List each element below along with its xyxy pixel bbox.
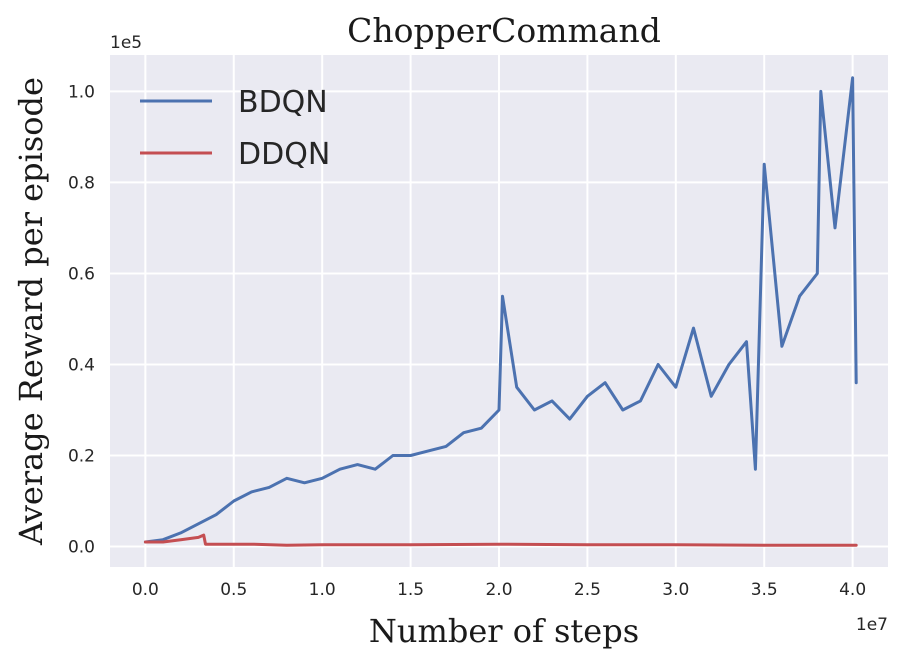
x-tick-label: 0.0 — [132, 580, 159, 600]
x-tick-label: 0.5 — [220, 580, 247, 600]
y-tick-label: 0.8 — [68, 173, 95, 193]
y-tick-label: 0.4 — [68, 355, 95, 375]
chart-title: ChopperCommand — [347, 11, 661, 50]
x-tick-label: 1.0 — [309, 580, 336, 600]
y-tick-label: 1.0 — [68, 82, 95, 102]
y-tick-label: 0.6 — [68, 264, 95, 284]
x-axis-label: Number of steps — [369, 612, 639, 650]
x-tick-labels: 0.0 0.5 1.0 1.5 2.0 2.5 3.0 3.5 4.0 — [132, 580, 866, 600]
y-tick-label: 0.2 — [68, 446, 95, 466]
series-line-ddqn — [143, 533, 858, 547]
y-tick-labels: 0.0 0.2 0.4 0.6 0.8 1.0 — [68, 82, 95, 557]
x-tick-label: 3.5 — [751, 580, 778, 600]
x-tick-label: 2.5 — [574, 580, 601, 600]
y-tick-label: 0.0 — [68, 538, 95, 558]
x-tick-label: 4.0 — [839, 580, 866, 600]
y-axis-label: Average Reward per episode — [12, 77, 50, 546]
series-layer — [143, 76, 858, 547]
series-line-bdqn — [143, 76, 858, 544]
x-offset-label: 1e7 — [856, 615, 888, 635]
legend-label-ddqn: DDQN — [238, 137, 330, 172]
legend: BDQN DDQN — [140, 85, 330, 172]
legend-label-bdqn: BDQN — [238, 85, 328, 120]
y-offset-label: 1e5 — [110, 33, 142, 53]
x-tick-label: 3.0 — [662, 580, 689, 600]
x-tick-label: 1.5 — [397, 580, 424, 600]
x-tick-label: 2.0 — [485, 580, 512, 600]
